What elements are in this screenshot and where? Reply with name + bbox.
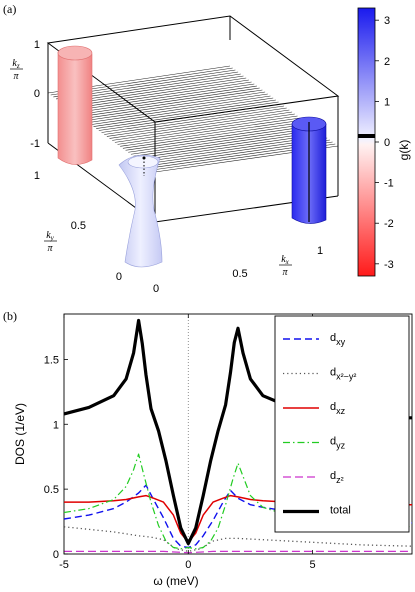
y-tick-label: 1.5	[44, 354, 59, 366]
legend-label-d_x2-y2: dx²−y²	[330, 367, 356, 382]
plane-hatch-line	[96, 101, 279, 129]
plane-hatch-line	[77, 87, 260, 115]
plane-hatch-line	[69, 81, 252, 110]
plane-hatch-line	[72, 83, 255, 112]
z-axis-label: kz π	[10, 58, 23, 82]
negative-cylinder	[57, 45, 93, 165]
colorbar-tick-label: -2	[384, 218, 394, 230]
legend-label-d_yz: dyz	[330, 436, 346, 451]
plane-hatch-line	[133, 129, 317, 157]
plane-hatch-line	[138, 133, 322, 161]
plane-hatch-line	[74, 85, 258, 114]
colorbar-tick-label: -3	[384, 259, 394, 271]
series-line-d_z2	[64, 550, 412, 554]
plane-hatch-line	[82, 91, 266, 119]
plane-hatch-line	[106, 109, 290, 137]
colorbar-label: g(k)	[397, 140, 411, 161]
y-tick-label: 0.5	[71, 220, 86, 232]
y-axis-title: DOS (1/eV)	[13, 403, 27, 465]
colorbar-tick-label: 2	[384, 56, 390, 68]
plane-hatch-line	[130, 127, 314, 155]
panel-a-label: (a)	[3, 2, 16, 16]
plane-hatch-line	[85, 93, 268, 121]
x-tick-label: 5	[310, 559, 316, 571]
colorbar-tick-label: 0	[384, 137, 390, 149]
positive-cylinder-pair	[291, 116, 327, 224]
y-tick-label: 0	[53, 549, 59, 561]
svg-text:π: π	[47, 243, 53, 254]
plane-hatch-line	[112, 113, 295, 141]
plane-hatch-line	[114, 115, 298, 143]
x-tick-label: 0.5	[232, 268, 247, 280]
plane-hatch-line	[125, 123, 309, 151]
y-tick-label: 1	[53, 419, 59, 431]
y-axis-label: ky π	[44, 230, 57, 254]
z-tick-label: -1	[30, 138, 40, 150]
x-tick-label: 0	[153, 283, 159, 295]
plane-hatch-line	[93, 99, 276, 127]
z-tick-label: 0	[34, 88, 40, 100]
x-tick-label: 0	[185, 559, 191, 571]
plane-hatch-line	[101, 105, 285, 133]
plane-hatch-line	[90, 97, 274, 125]
plane-hatch-line	[88, 95, 271, 123]
legend-label-total: total	[330, 505, 351, 517]
x-axis-label: kx π	[279, 254, 292, 278]
legend-label-d_z2: dz²	[330, 470, 344, 485]
plane-hatch-line	[136, 131, 320, 159]
series-line-d_xy	[63, 484, 413, 549]
colorbar-tick-label: -1	[384, 178, 394, 190]
plane-hatch-line	[80, 89, 263, 117]
plane-hatch-line	[66, 79, 249, 108]
z-tick-label: 1	[34, 39, 40, 51]
plane-hatch-line	[117, 117, 301, 145]
plane-hatch-line	[122, 121, 306, 149]
legend: dxy dx²−y² dxz dyz dz² total	[274, 315, 410, 533]
colorbar: 3 2 1 0 -1 -2 -3 g(k)	[357, 7, 411, 277]
plane-hatch-line	[120, 119, 303, 147]
svg-text:kx: kx	[281, 254, 289, 266]
plane-hatch-line	[128, 125, 312, 153]
colorbar-tick-label: 3	[384, 15, 390, 27]
positive-hourglass	[118, 154, 163, 268]
svg-text:π: π	[13, 71, 19, 82]
y-tick-label: 0.5	[44, 484, 59, 496]
plane-hatch-line	[109, 111, 293, 139]
y-tick-label: 1	[34, 170, 40, 182]
svg-text:ky: ky	[46, 230, 54, 242]
series-line-d_yz	[63, 453, 413, 550]
x-tick-label: -5	[59, 559, 69, 571]
plane-hatch-line	[104, 107, 287, 135]
plane-hatch-line	[64, 77, 247, 106]
colorbar-tick-label: 1	[384, 96, 390, 108]
y-tick-label: 0	[116, 271, 122, 283]
legend-label-d_xy: dxy	[330, 332, 346, 347]
svg-text:kz: kz	[12, 58, 19, 70]
x-axis-title: ω (meV)	[153, 574, 198, 588]
dos-line-chart: -5 0 500.511.5 DOS (1/eV) ω (meV) dxydx²−y…	[13, 313, 413, 588]
panel-b-label: (b)	[3, 309, 17, 323]
x-tick-label: 1	[317, 245, 323, 257]
panel-a-3d-plot: 1 0 -1 kz π 1 0.5 0 ky π 0 0.5 1 kx π	[10, 7, 411, 295]
svg-text:π: π	[282, 267, 288, 278]
legend-label-d_xz: dxz	[330, 401, 346, 416]
